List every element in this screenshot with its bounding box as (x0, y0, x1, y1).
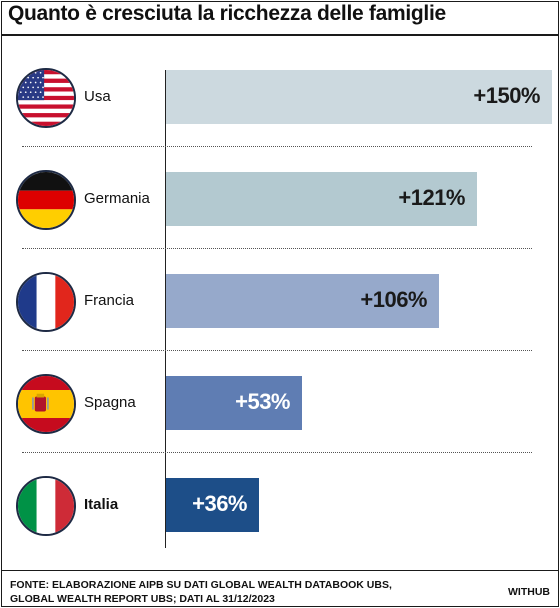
footer-divider (1, 570, 558, 571)
bar-row-francia: Francia +106% (0, 272, 560, 374)
row-separator (22, 248, 532, 249)
source-line-1: FONTE: ELABORAZIONE AIPB SU DATI GLOBAL … (10, 579, 392, 591)
category-label: Francia (84, 292, 135, 309)
category-label: Spagna (84, 394, 136, 411)
category-label: Germania (84, 190, 150, 207)
data-label: +36% (192, 491, 247, 516)
bar-italia (166, 478, 259, 532)
credit-label: WITHUB (508, 586, 550, 598)
bar-germania (166, 172, 477, 226)
category-label: Italia (84, 496, 119, 513)
bar-spagna (166, 376, 302, 430)
bar-usa (166, 70, 552, 124)
bar-row-usa: Usa +150% (0, 68, 560, 170)
france-flag-icon (16, 272, 76, 332)
baseline-axis (165, 70, 166, 548)
source-note: FONTE: ELABORAZIONE AIPB SU DATI GLOBAL … (10, 578, 480, 606)
data-label: +106% (360, 287, 427, 312)
title-divider (1, 34, 558, 36)
data-label: +150% (473, 83, 540, 108)
italy-flag-icon (16, 476, 76, 536)
bar-row-italia: Italia +36% (0, 476, 560, 578)
spain-flag-icon (16, 374, 76, 434)
data-label: +53% (235, 389, 290, 414)
category-label: Usa (84, 88, 111, 105)
bar-row-germania: Germania +121% (0, 170, 560, 272)
chart-title: Quanto è cresciuta la ricchezza delle fa… (8, 2, 446, 25)
bar-row-spagna: Spagna +53% (0, 374, 560, 476)
usa-flag-icon (16, 68, 76, 128)
source-line-2: GLOBAL WEALTH REPORT UBS; DATI AL 31/12/… (10, 593, 275, 605)
row-separator (22, 452, 532, 453)
germany-flag-icon (16, 170, 76, 230)
row-separator (22, 350, 532, 351)
row-separator (22, 146, 532, 147)
data-label: +121% (398, 185, 465, 210)
bar-francia (166, 274, 439, 328)
